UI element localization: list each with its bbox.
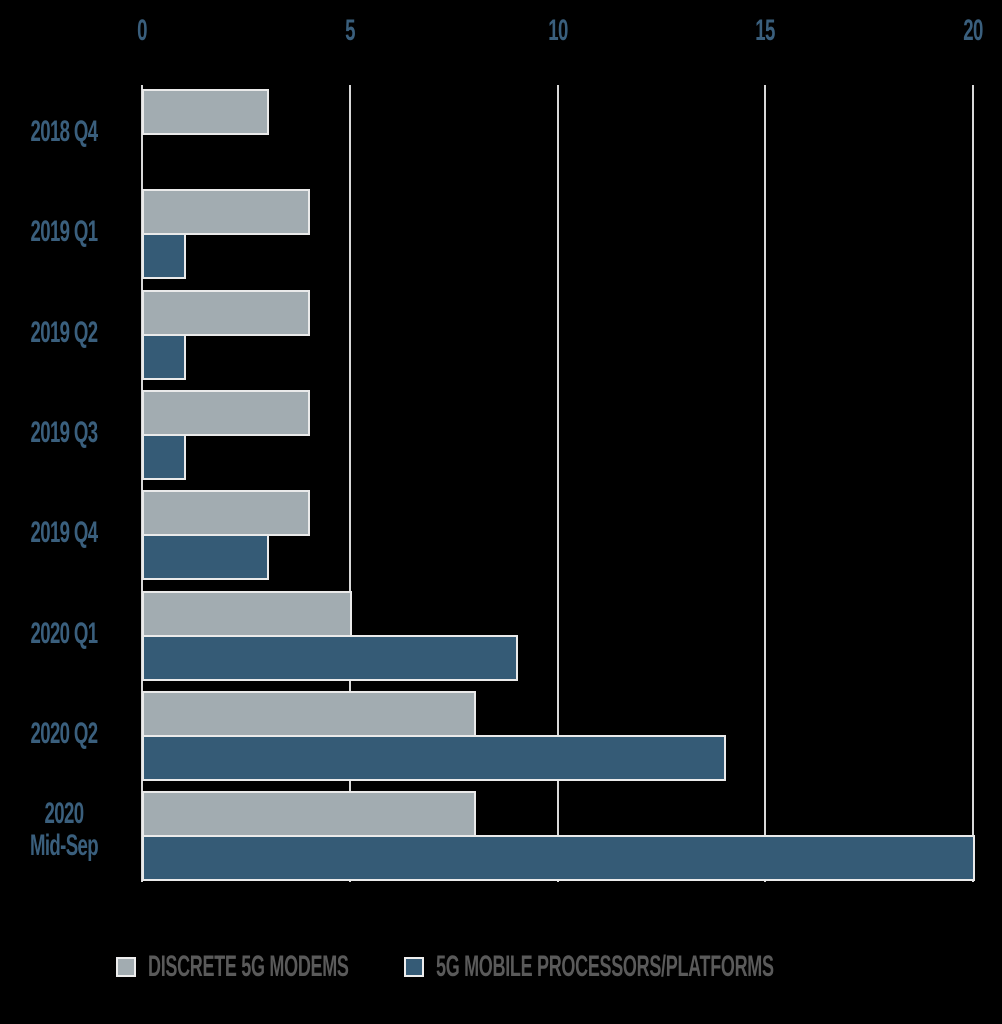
legend: DISCRETE 5G MODEMS 5G MOBILE PROCESSORS/… <box>116 950 999 984</box>
legend-label-mobile-platforms: 5G MOBILE PROCESSORS/PLATFORMS <box>436 950 774 983</box>
gridline <box>764 85 767 882</box>
x-tick-label: 0 <box>137 14 147 47</box>
bar-discrete-modems <box>142 89 269 135</box>
bar-mobile-platforms <box>142 333 186 380</box>
category-label-line: 2020 <box>44 797 85 831</box>
x-tick-label: 20 <box>963 14 983 47</box>
bar-discrete-modems <box>142 189 311 236</box>
gridline <box>972 85 974 882</box>
bar-discrete-modems <box>142 389 311 436</box>
legend-label-discrete-modems: DISCRETE 5G MODEMS <box>148 950 349 983</box>
x-tick-label: 10 <box>547 14 568 47</box>
bar-discrete-modems <box>142 490 311 537</box>
gridline <box>348 85 351 882</box>
category-label: 2020 Q1 <box>21 616 108 650</box>
category-label-line: 2020 Q2 <box>30 716 98 750</box>
x-tick-label: 15 <box>755 14 776 47</box>
gridline <box>556 85 559 882</box>
category-label: 2019 Q3 <box>21 415 108 449</box>
x-tick-label: 5 <box>344 14 355 47</box>
category-label: 2018 Q4 <box>21 116 108 148</box>
category-label-line: Mid-Sep <box>29 829 99 863</box>
category-label: 2020 Q2 <box>21 716 108 750</box>
legend-swatch-discrete-modems <box>116 957 136 977</box>
category-label: 2019 Q1 <box>21 216 108 248</box>
bar-mobile-platforms <box>142 534 269 581</box>
category-label-line: 2018 Q4 <box>30 115 98 148</box>
bar-discrete-modems <box>142 289 311 336</box>
category-label-line: 2019 Q2 <box>30 315 98 349</box>
legend-swatch-mobile-platforms <box>404 957 424 977</box>
category-label-line: 2019 Q4 <box>30 516 98 550</box>
gridline <box>141 85 143 882</box>
category-label: 2019 Q4 <box>21 517 108 549</box>
category-label-line: 2019 Q3 <box>30 415 98 449</box>
category-label-line: 2019 Q1 <box>30 215 98 249</box>
bar-discrete-modems <box>142 690 477 737</box>
bar-discrete-modems <box>142 590 352 637</box>
bar-mobile-platforms <box>142 634 518 681</box>
bar-mobile-platforms <box>142 734 726 781</box>
bar-mobile-platforms <box>142 233 186 280</box>
category-label: 2020 Mid-Sep <box>21 798 108 862</box>
category-label: 2019 Q2 <box>21 315 108 349</box>
bar-mobile-platforms <box>142 835 975 882</box>
bar-discrete-modems <box>142 791 477 838</box>
category-label-line: 2020 Q1 <box>30 616 98 650</box>
bar-mobile-platforms <box>142 433 186 480</box>
